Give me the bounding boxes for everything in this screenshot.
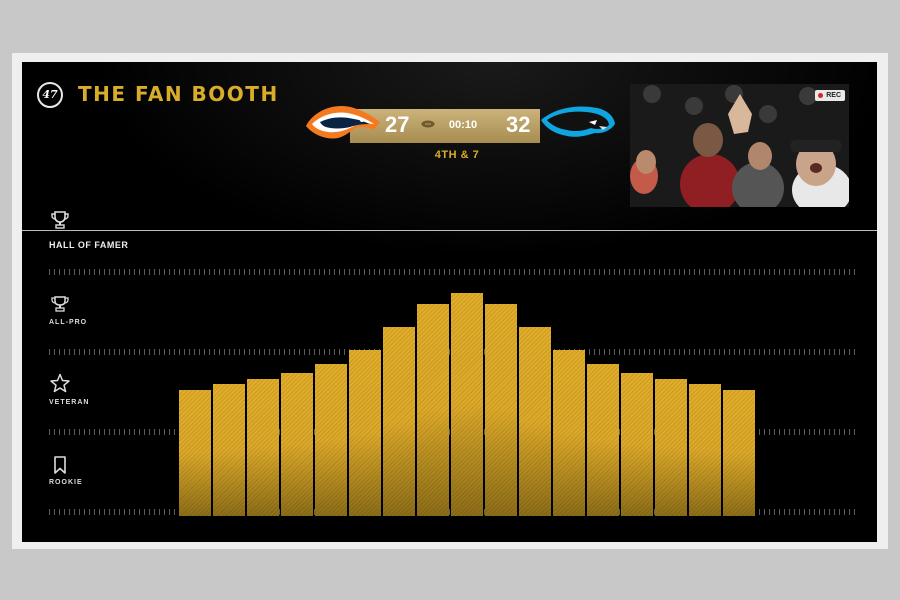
tick-row-all-pro (49, 269, 855, 275)
panthers-logo-icon (541, 106, 615, 137)
fan-meter-bars (179, 230, 756, 516)
meter-bar (247, 379, 279, 516)
meter-bar (621, 373, 653, 516)
tier-label-hall-of-famer: HALL OF FAMER (49, 240, 129, 250)
meter-bar (383, 327, 415, 516)
brand-47-logo: 47 (37, 82, 63, 108)
page-title: THE FAN BOOTH (78, 82, 279, 106)
meter-bar (179, 390, 211, 516)
meter-bar (723, 390, 755, 516)
tier-label-all-pro: ALL-PRO (49, 319, 88, 326)
down-and-distance: 4TH & 7 (434, 149, 480, 161)
football-icon (421, 120, 435, 128)
broncos-logo-icon (306, 106, 380, 139)
meter-bar (281, 373, 313, 516)
bookmark-icon (54, 456, 66, 474)
fan-video-feed: REC (630, 84, 849, 207)
game-clock: 00:10 (448, 119, 478, 131)
rec-badge: REC (815, 90, 845, 101)
fan-crowd-image (630, 84, 849, 207)
meter-bar (213, 384, 245, 516)
meter-bar (553, 350, 585, 516)
trophy-icon (51, 211, 69, 229)
meter-bar (689, 384, 721, 516)
hall-of-fame-divider (22, 230, 877, 231)
meter-bar (451, 293, 483, 516)
fan-booth-screen: 47 THE FAN BOOTH 27 00:10 32 4TH & 7 (22, 62, 877, 542)
meter-bar (587, 364, 619, 516)
meter-bar (485, 304, 517, 516)
meter-bar (349, 350, 381, 516)
meter-bar (417, 304, 449, 516)
tier-label-veteran: VETERAN (49, 399, 90, 406)
star-icon (50, 373, 70, 393)
home-score: 27 (385, 112, 410, 137)
meter-bar (315, 364, 347, 516)
away-score: 32 (506, 112, 531, 137)
meter-bar (519, 327, 551, 516)
scoreboard-bar (350, 109, 540, 143)
tier-label-rookie: ROOKIE (49, 479, 83, 486)
trophy-small-icon (51, 296, 69, 312)
meter-bar (655, 379, 687, 516)
